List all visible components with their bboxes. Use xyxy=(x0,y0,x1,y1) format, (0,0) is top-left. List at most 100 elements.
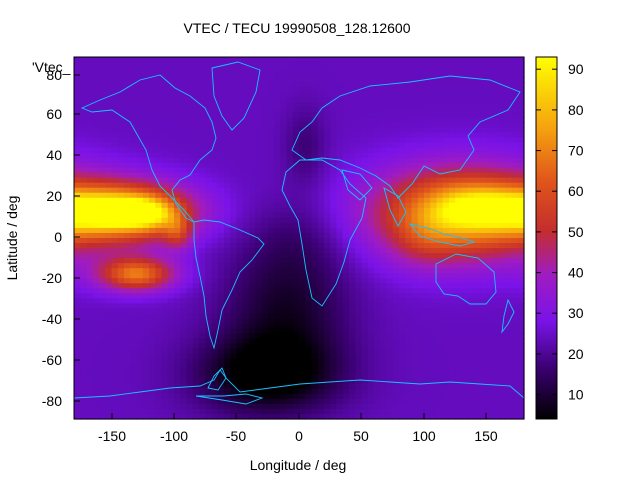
heatmap-cell xyxy=(80,253,88,259)
heatmap-cell xyxy=(92,112,100,118)
heatmap-cell xyxy=(242,378,250,385)
heatmap-cell xyxy=(161,117,169,123)
heatmap-cell xyxy=(186,238,194,244)
heatmap-cell xyxy=(186,167,194,174)
heatmap-cell xyxy=(99,162,106,169)
heatmap-cell xyxy=(274,378,281,385)
heatmap-cell xyxy=(167,268,175,274)
heatmap-cell xyxy=(92,248,100,254)
heatmap-cell xyxy=(99,212,106,219)
heatmap-cell xyxy=(349,117,356,123)
heatmap-cell xyxy=(511,232,519,239)
heatmap-cell xyxy=(305,167,313,174)
heatmap-cell xyxy=(180,273,188,279)
heatmap-cell xyxy=(399,62,406,68)
heatmap-cell xyxy=(205,197,213,204)
heatmap-cell xyxy=(342,368,350,375)
heatmap-cell xyxy=(461,273,469,279)
heatmap-cell xyxy=(292,207,300,214)
heatmap-cell xyxy=(124,137,131,144)
heatmap-cell xyxy=(161,182,169,189)
heatmap-cell xyxy=(236,303,244,309)
heatmap-cell xyxy=(417,358,425,365)
heatmap-cell xyxy=(286,92,294,98)
heatmap-cell xyxy=(305,313,313,320)
heatmap-cell xyxy=(92,107,100,113)
heatmap-cell xyxy=(74,348,81,355)
heatmap-cell xyxy=(449,117,456,123)
heatmap-cell xyxy=(155,112,163,118)
heatmap-cell xyxy=(242,358,250,365)
heatmap-cell xyxy=(324,152,331,159)
heatmap-cell xyxy=(217,197,225,204)
heatmap-cell xyxy=(374,162,381,169)
heatmap-cell xyxy=(99,253,106,259)
heatmap-cell xyxy=(330,288,338,294)
heatmap-cell xyxy=(449,77,456,83)
heatmap-cell xyxy=(511,338,519,345)
heatmap-cell xyxy=(274,87,281,93)
heatmap-cell xyxy=(399,167,406,174)
heatmap-cell xyxy=(411,263,419,269)
heatmap-cell xyxy=(361,57,369,63)
heatmap-cell xyxy=(367,222,375,229)
heatmap-cell xyxy=(130,207,138,214)
heatmap-cell xyxy=(105,403,113,410)
heatmap-cell xyxy=(286,127,294,134)
heatmap-cell xyxy=(330,398,338,405)
heatmap-cell xyxy=(299,167,306,174)
heatmap-cell xyxy=(80,308,88,315)
heatmap-cell xyxy=(267,217,275,224)
heatmap-cell xyxy=(424,102,431,108)
heatmap-cell xyxy=(455,137,463,144)
heatmap-cell xyxy=(511,248,519,254)
heatmap-cell xyxy=(436,117,444,123)
heatmap-cell xyxy=(505,363,513,370)
heatmap-cell xyxy=(111,162,119,169)
heatmap-cell xyxy=(424,77,431,83)
heatmap-cell xyxy=(261,82,269,88)
heatmap-cell xyxy=(517,127,525,134)
heatmap-cell xyxy=(242,258,250,264)
heatmap-cell xyxy=(392,238,400,244)
heatmap-cell xyxy=(255,142,263,149)
heatmap-cell xyxy=(292,358,300,365)
heatmap-cell xyxy=(449,258,456,264)
heatmap-cell xyxy=(211,232,219,239)
heatmap-cell xyxy=(242,227,250,234)
heatmap-cell xyxy=(380,308,388,315)
heatmap-cell xyxy=(324,82,331,88)
heatmap-cell xyxy=(92,227,100,234)
heatmap-cell xyxy=(111,87,119,93)
heatmap-cell xyxy=(224,248,231,254)
heatmap-cell xyxy=(430,207,438,214)
heatmap-cell xyxy=(236,358,244,365)
heatmap-cell xyxy=(274,77,281,83)
heatmap-cell xyxy=(399,278,406,284)
heatmap-cell xyxy=(511,328,519,335)
heatmap-cell xyxy=(192,217,200,224)
heatmap-cell xyxy=(511,77,519,83)
heatmap-cell xyxy=(417,207,425,214)
heatmap-cell xyxy=(455,238,463,244)
heatmap-cell xyxy=(505,283,513,289)
heatmap-cell xyxy=(361,318,369,325)
heatmap-cell xyxy=(136,82,144,88)
heatmap-cell xyxy=(236,122,244,128)
heatmap-cell xyxy=(274,388,281,395)
heatmap-cell xyxy=(324,197,331,204)
heatmap-cell xyxy=(261,298,269,304)
heatmap-cell xyxy=(192,57,200,63)
heatmap-cell xyxy=(111,82,119,88)
heatmap-cell xyxy=(405,127,413,134)
heatmap-cell xyxy=(386,273,394,279)
heatmap-cell xyxy=(474,293,481,299)
heatmap-cell xyxy=(361,243,369,249)
heatmap-cell xyxy=(349,338,356,345)
heatmap-cell xyxy=(467,283,475,289)
heatmap-cell xyxy=(167,263,175,269)
heatmap-cell xyxy=(480,308,488,315)
heatmap-cell xyxy=(424,122,431,128)
heatmap-cell xyxy=(292,318,300,325)
heatmap-cell xyxy=(111,293,119,299)
